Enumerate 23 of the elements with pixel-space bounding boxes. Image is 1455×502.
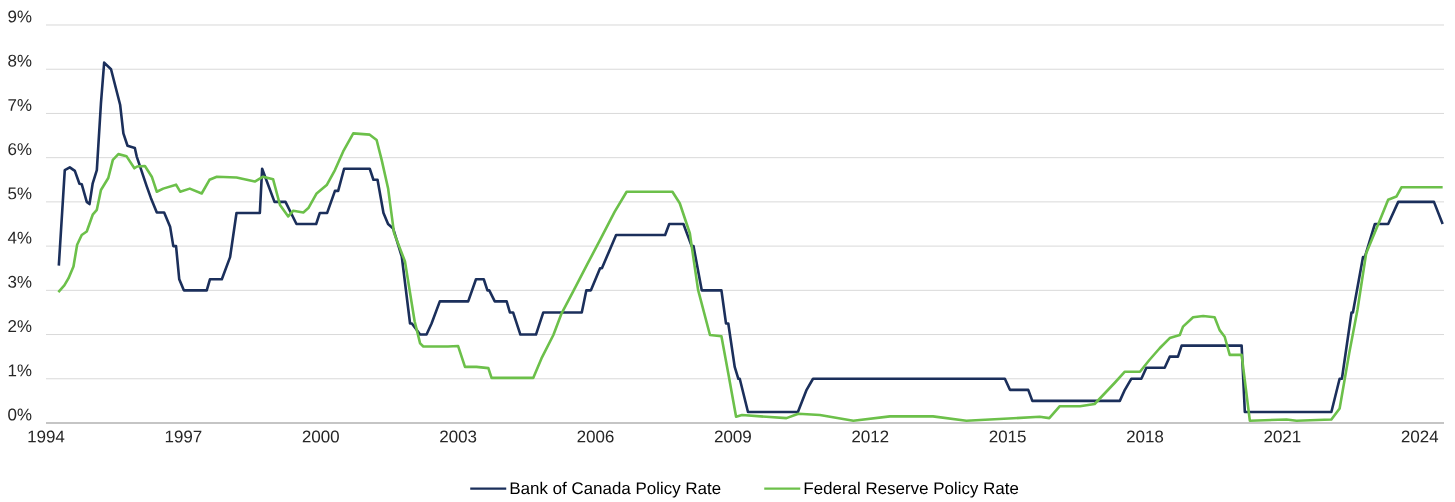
x-tick-label: 2021 <box>1264 430 1301 443</box>
y-tick-label: 4% <box>7 231 32 244</box>
y-tick-label: 3% <box>8 275 32 288</box>
legend-label: Bank of Canada Policy Rate <box>510 481 721 498</box>
y-tick-label: 2% <box>8 320 32 333</box>
y-tick-label: 7% <box>8 99 32 111</box>
y-tick-label: 5% <box>8 187 32 200</box>
y-tick-label: 0% <box>8 408 32 421</box>
x-tick-label: 2015 <box>989 430 1026 443</box>
y-tick-label: 1% <box>8 364 32 377</box>
y-tick-label: 9% <box>8 10 32 23</box>
x-tick-label: 2024 <box>1401 430 1439 443</box>
x-tick-label: 1994 <box>28 430 65 443</box>
x-tick-label: 2000 <box>302 430 339 443</box>
x-tick-label: 2018 <box>1127 430 1164 443</box>
x-tick-label: 2012 <box>852 430 889 443</box>
y-tick-label: 8% <box>8 54 32 67</box>
x-tick-label: 1997 <box>165 430 202 443</box>
x-tick-label: 2009 <box>714 430 751 443</box>
x-tick-label: 2006 <box>577 430 614 443</box>
legend-label: Federal Reserve Policy Rate <box>804 481 1019 498</box>
x-tick-label: 2003 <box>440 430 477 443</box>
y-tick-label: 6% <box>8 143 32 156</box>
